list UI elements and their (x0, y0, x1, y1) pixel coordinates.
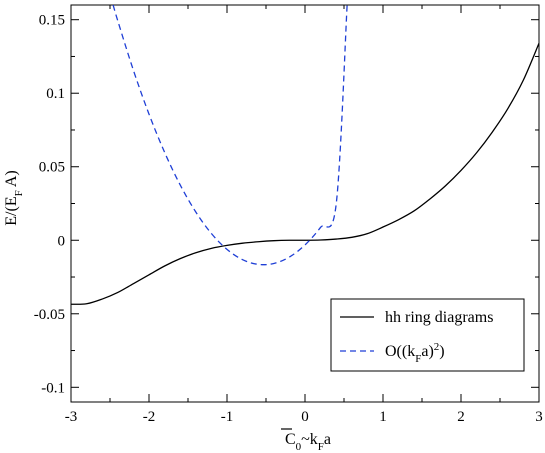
x-axis-label-subF: F (318, 441, 324, 453)
series-line-hh-ring-diagrams (71, 42, 539, 305)
y-tick-label: 0.05 (39, 160, 65, 176)
y-tick-label: -0.1 (41, 380, 65, 396)
y-axis-label-pre: E/(E (3, 196, 20, 225)
series-layer (71, 5, 539, 305)
x-axis-ticks: -3 -2 -1 0 1 2 3 (65, 5, 543, 425)
legend-label-o-kfa-squared: O((kFa)2) (385, 341, 445, 365)
y-axis-ticks: -0.1 -0.05 0 0.05 0.1 0.15 (34, 13, 539, 396)
x-axis-label-main: C (285, 431, 296, 448)
x-axis-label: C0~kFa (281, 428, 331, 453)
x-tick-label: -3 (65, 409, 78, 425)
x-tick-label: -1 (221, 409, 234, 425)
y-axis-label-post: A) (3, 170, 20, 190)
legend-label-o-kfa-mid: a) (421, 343, 433, 360)
y-tick-label: 0.15 (39, 13, 65, 29)
x-axis-label-tilde: ~k (301, 431, 318, 448)
legend-label-o-kfa-post: ) (439, 343, 444, 360)
legend: hh ring diagrams O((kFa)2) (330, 298, 525, 372)
series-line-o-kfa-squared (112, 5, 348, 266)
x-axis-label-tail: a (324, 431, 331, 448)
y-tick-label: -0.05 (34, 307, 65, 323)
y-axis-label-sub: F (13, 190, 25, 196)
y-axis-label: E/(EF A) (3, 170, 25, 225)
legend-label-o-kfa-pre: O((k (385, 343, 415, 360)
y-tick-label: 0.1 (46, 86, 65, 102)
legend-label-hh-ring-diagrams: hh ring diagrams (385, 309, 493, 326)
legend-box (330, 298, 525, 372)
y-tick-label: 0 (58, 233, 66, 249)
x-tick-label: 2 (457, 409, 465, 425)
legend-label-o-kfa-sub: F (415, 353, 421, 365)
x-tick-label: -2 (143, 409, 156, 425)
x-tick-label: 0 (301, 409, 309, 425)
x-tick-label: 3 (535, 409, 543, 425)
svg-text:C0~kFa: C0~kFa (285, 431, 331, 453)
legend-label-o-kfa-sup: 2 (434, 341, 440, 353)
x-tick-label: 1 (379, 409, 387, 425)
x-axis-label-sub0: 0 (296, 441, 302, 453)
